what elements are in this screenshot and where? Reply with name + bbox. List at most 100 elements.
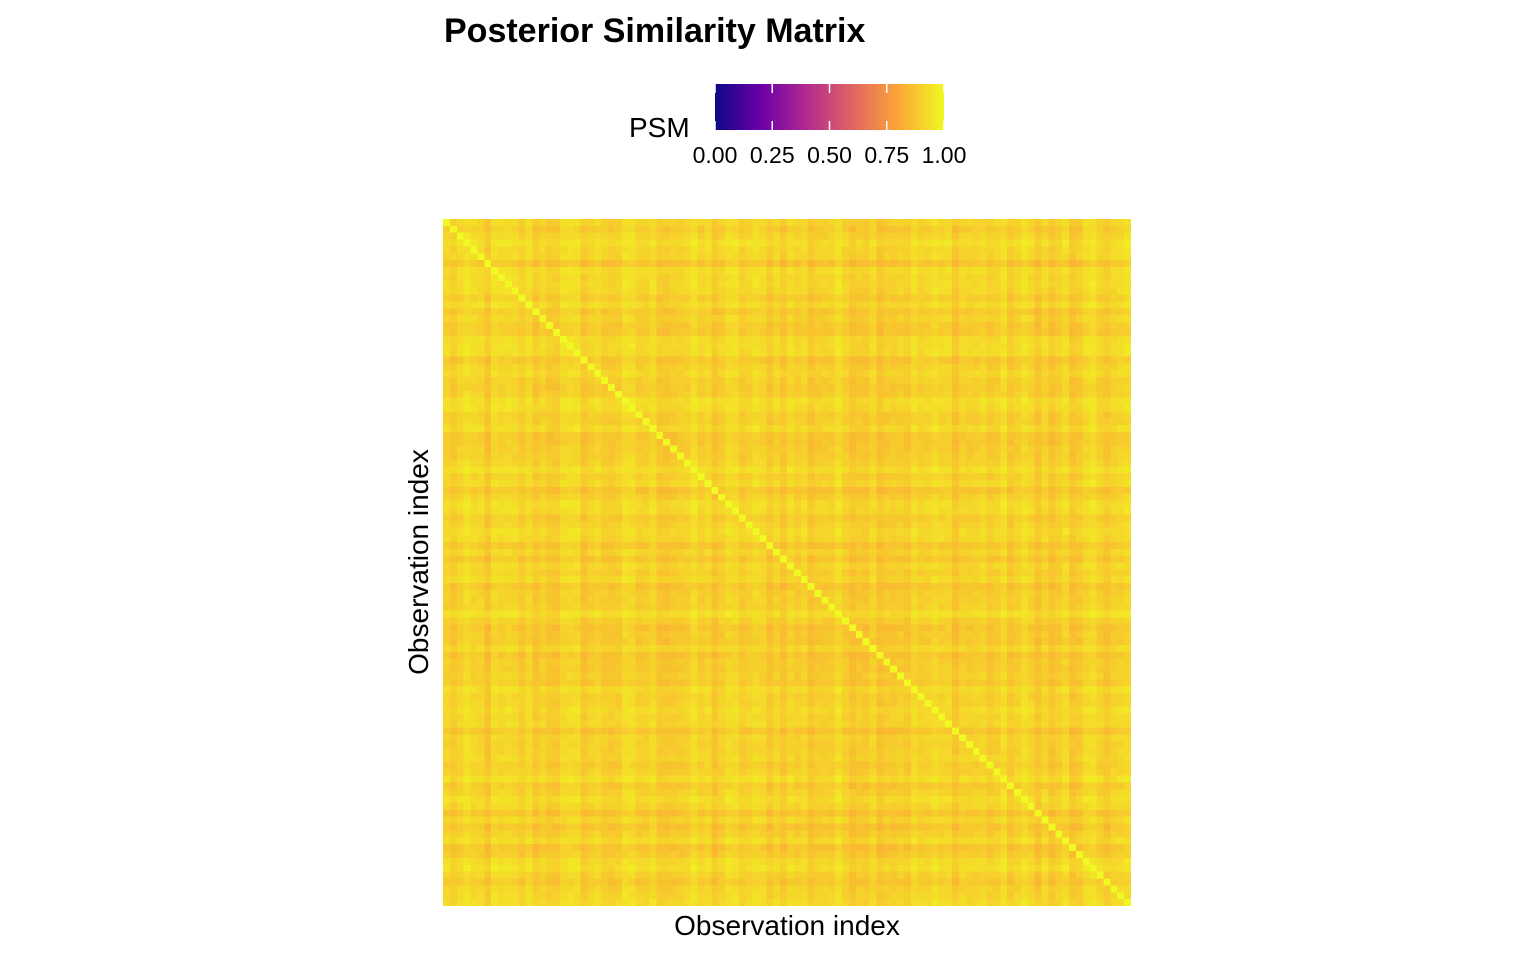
heatmap-cell [807,356,816,364]
heatmap-cell [566,397,575,406]
heatmap-cell [938,404,946,412]
heatmap-cell [477,287,485,296]
heatmap-cell [1020,349,1029,357]
heatmap-cell [890,225,898,234]
heatmap-cell [697,363,706,371]
heatmap-cell [814,328,822,337]
heatmap-cell [1055,246,1063,254]
heatmap-cell [986,507,994,516]
heatmap-cell [463,349,472,357]
heatmap-cell [945,253,953,261]
heatmap-cell [1082,493,1091,502]
heatmap-cell [663,287,671,296]
heatmap-cell [745,335,754,344]
heatmap-cell [1069,425,1077,433]
heatmap-cell [793,239,802,248]
heatmap-cell [704,411,712,419]
heatmap-cell [1096,246,1105,254]
heatmap-cell [752,280,761,289]
heatmap-cell [491,418,499,426]
heatmap-cell [1020,397,1029,406]
heatmap-cell [539,521,547,529]
heatmap-cell [477,548,485,557]
heatmap-cell [821,370,829,378]
heatmap-cell [787,418,795,426]
heatmap-cell [635,322,644,330]
heatmap-cell [1089,335,1098,344]
heatmap-cell [1048,377,1056,385]
heatmap-cell [1075,418,1084,426]
heatmap-cell [704,273,712,282]
heatmap-cell [869,219,878,227]
heatmap-cell [511,280,520,289]
heatmap-cell [573,480,582,488]
legend-tick-label: 0.25 [749,142,795,168]
heatmap-cell [1055,514,1063,522]
heatmap-cell [821,535,829,543]
heatmap-cell [1041,528,1050,536]
heatmap-cell [690,356,699,364]
heatmap-cell [793,411,802,419]
heatmap-cell [800,500,809,509]
heatmap-cell [876,397,884,406]
heatmap-cell [443,219,451,227]
heatmap-cell [1096,260,1105,268]
heatmap-cell [869,459,878,467]
heatmap-cell [910,377,919,385]
heatmap-cell [752,480,761,488]
heatmap-cell [525,459,534,467]
heatmap-cell [986,349,994,357]
heatmap-cell [463,356,472,364]
heatmap-cell [917,246,926,254]
heatmap-cell [890,260,898,268]
heatmap-cell [780,273,788,282]
heatmap-cell [491,294,499,303]
heatmap-cell [1117,390,1125,399]
heatmap-cell [456,445,465,454]
heatmap-cell [800,370,809,378]
heatmap-cell [910,541,919,550]
heatmap-cell [862,438,871,447]
heatmap-cell [965,548,974,557]
heatmap-cell [945,431,953,440]
heatmap-cell [601,335,609,344]
heatmap-cell [1124,500,1131,509]
heatmap-cell [635,390,644,399]
heatmap-cell [965,273,974,282]
heatmap-cell [477,301,485,309]
heatmap-cell [704,459,712,467]
heatmap-cell [498,322,506,330]
heatmap-cell [539,363,547,371]
heatmap-cell [676,335,685,344]
heatmap-cell [890,280,898,289]
heatmap-cell [615,473,623,481]
heatmap-cell [566,411,575,419]
heatmap-cell [828,535,836,543]
heatmap-cell [642,486,650,495]
heatmap-cell [738,390,747,399]
heatmap-cell [910,486,919,495]
heatmap-cell [546,273,554,282]
heatmap-cell [615,486,623,495]
heatmap-cell [869,383,878,392]
heatmap-cell [649,219,657,227]
heatmap-cell [1027,541,1036,550]
heatmap-cell [608,273,616,282]
heatmap-cell [1075,294,1084,303]
heatmap-cell [1124,459,1131,467]
heatmap-cell [608,377,616,385]
heatmap-cell [525,418,534,426]
heatmap-cell [759,219,767,227]
heatmap-cell [738,404,747,412]
heatmap-cell [504,507,513,516]
heatmap-cell [587,493,595,502]
heatmap-cell [855,459,864,467]
heatmap-cell [1110,225,1118,234]
heatmap-cell [752,315,761,323]
heatmap-cell [511,459,520,467]
heatmap-cell [1055,335,1063,344]
heatmap-cell [573,431,582,440]
heatmap-cell [917,273,926,282]
heatmap-cell [587,219,595,227]
heatmap-cell [553,287,561,296]
